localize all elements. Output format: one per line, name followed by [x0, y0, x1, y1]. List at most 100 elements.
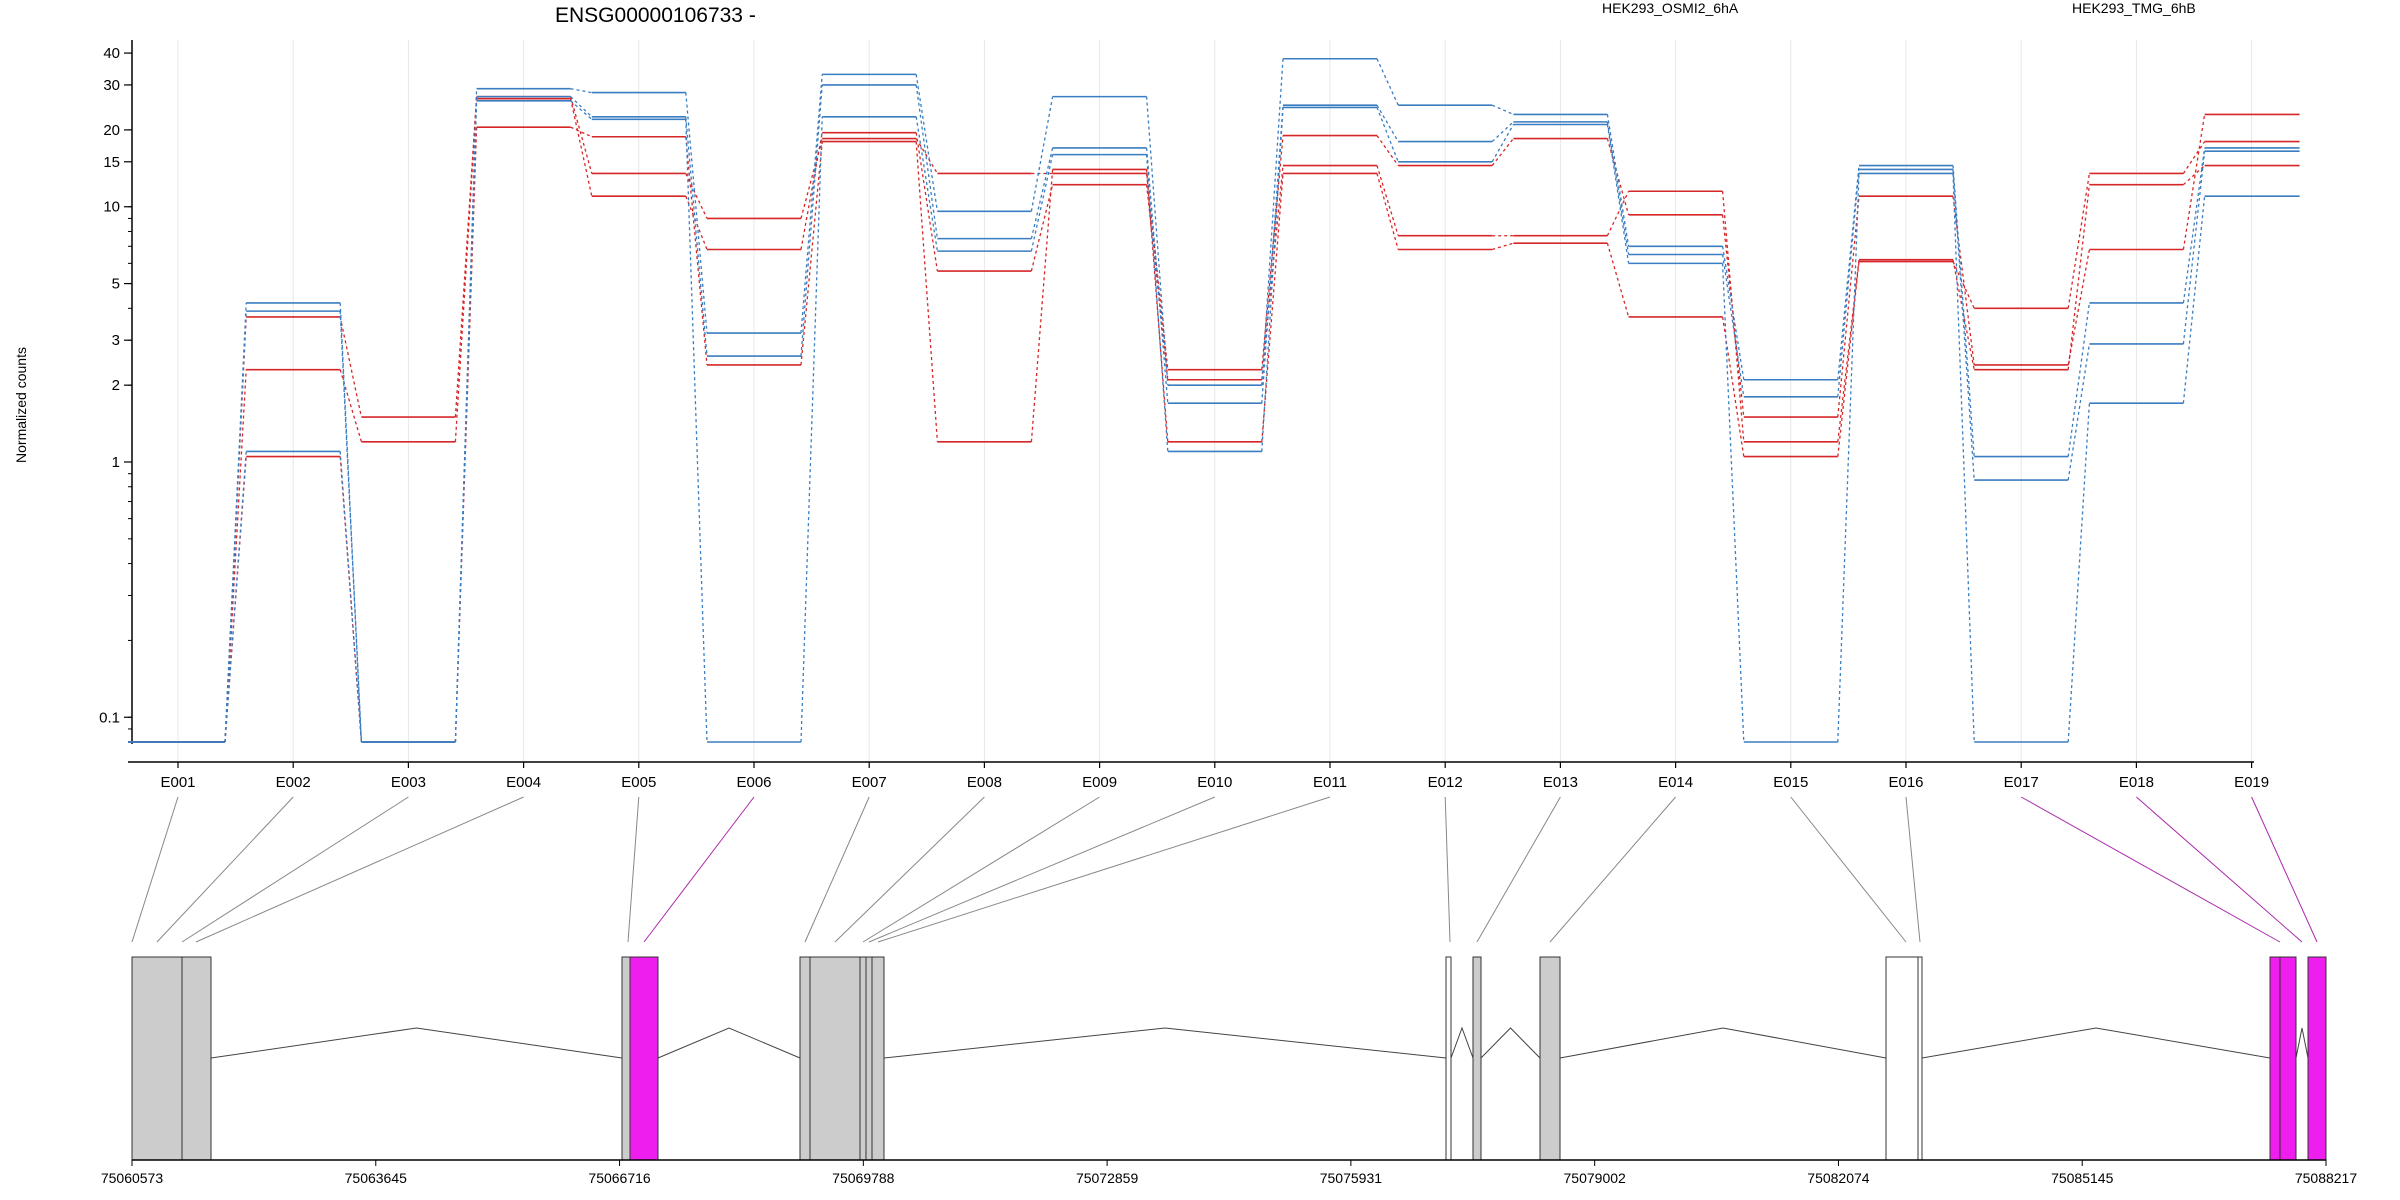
exon-connector	[224, 311, 247, 743]
exon-connector	[800, 84, 823, 357]
exon-connector	[1376, 173, 1399, 250]
exon-block	[621, 956, 631, 1161]
series-2-sample-3	[128, 100, 2300, 743]
x-tick-label-e002: E002	[276, 774, 311, 791]
exon-connector	[2067, 302, 2091, 457]
exon-connector	[1261, 165, 1284, 380]
exon-connector	[685, 92, 708, 334]
exon-connector	[2067, 249, 2091, 366]
exon-connector	[915, 138, 938, 174]
chart-title: ENSG00000106733 -	[555, 4, 756, 27]
x-tick-label-e018: E018	[2119, 774, 2154, 791]
exon-connector	[1952, 165, 1975, 457]
exon-block	[1472, 956, 1482, 1161]
intron-line	[2295, 1027, 2309, 1059]
x-tick-label-e005: E005	[621, 774, 656, 791]
x-tick-label-e010: E010	[1197, 774, 1232, 791]
intron-line	[1921, 1027, 2271, 1059]
y-tick-label: 10	[103, 199, 120, 216]
x-tick-label-e013: E013	[1543, 774, 1578, 791]
exon-connector	[1376, 165, 1399, 236]
y-tick-label: 3	[112, 332, 120, 349]
exon-connector	[2182, 147, 2206, 303]
exon-connector	[1376, 107, 1399, 163]
genomic-tick-label: 75060573	[101, 1170, 164, 1186]
exon-connector	[1952, 261, 1975, 309]
genomic-tick-label: 75069788	[832, 1170, 895, 1186]
exon-connector	[339, 302, 363, 743]
exon-block	[131, 956, 183, 1161]
x-tick-label-e006: E006	[736, 774, 771, 791]
x-tick-label-e017: E017	[2004, 774, 2039, 791]
series-1-sample-2	[128, 97, 2300, 743]
exon-connector	[1030, 154, 1054, 252]
x-tick-label-e003: E003	[391, 774, 426, 791]
exon-connector	[1721, 214, 1745, 418]
y-tick-label: 15	[103, 154, 120, 171]
exon-connector	[1606, 114, 1630, 247]
series-2-sample-1	[128, 57, 2300, 743]
gene-model	[131, 956, 2327, 1161]
exon-connector	[570, 96, 593, 118]
exon-connector	[800, 116, 823, 743]
y-tick-label: 2	[112, 377, 120, 394]
y-tick-label: 1	[112, 454, 120, 471]
intron-line	[1559, 1027, 1887, 1059]
intron-line	[1480, 1027, 1541, 1059]
exon-connector	[1952, 173, 1975, 743]
genomic-coordinate-axis: 75060573 75063645 75066716 75069788 75072859…	[101, 1159, 2357, 1186]
connector-e004	[195, 796, 524, 943]
y-tick-label: 5	[112, 276, 120, 293]
connector-e008	[834, 796, 985, 943]
y-tick-label: 30	[103, 77, 120, 94]
exon-connector	[454, 96, 478, 418]
exon-connector	[1606, 190, 1630, 236]
exon-connector	[2182, 196, 2206, 404]
exon-connector	[1145, 154, 1169, 452]
exon-connector	[1606, 242, 1630, 318]
connector-e003	[181, 796, 409, 943]
exon-connector	[1030, 96, 1054, 212]
exon-block	[871, 956, 885, 1161]
connector-e014	[1549, 796, 1676, 943]
exon-connector	[800, 132, 823, 250]
exon-connector	[2067, 184, 2091, 370]
exon-connector	[339, 316, 363, 418]
exon-block	[1539, 956, 1561, 1161]
exon-block	[1445, 956, 1452, 1161]
exon-connector	[1376, 58, 1399, 106]
genomic-tick-label: 75079002	[1564, 1170, 1627, 1186]
connector-e017	[2020, 796, 2281, 943]
x-tick-label-e015: E015	[1773, 774, 1808, 791]
exon-connector	[570, 88, 592, 94]
exon-connector	[915, 132, 939, 272]
exon-connector	[2067, 403, 2091, 743]
exon-connector	[915, 74, 939, 212]
exon-connector	[569, 96, 593, 174]
exon-connector	[1837, 173, 1860, 743]
exon-connector	[1030, 184, 1054, 272]
exon-connector	[1606, 121, 1630, 255]
exon-connector	[800, 141, 823, 366]
exon-connector	[570, 126, 593, 138]
exon-axis: E001 E002 E003 E004 E005 E006 E007 E008 E009 E010…	[128, 761, 2269, 791]
x-tick-label-e014: E014	[1658, 774, 1693, 791]
y-tick-label: 0.1	[99, 709, 120, 726]
y-axis: 0.1 1 2 3 5 10 15 20 30 40	[99, 40, 133, 744]
exon-connector	[2182, 151, 2206, 345]
exon-connector	[570, 100, 593, 120]
exon-connector	[1721, 246, 1745, 380]
intron-line	[657, 1027, 801, 1059]
exon-connector	[2182, 165, 2206, 186]
connector-e002	[156, 796, 294, 943]
exon-connector	[2067, 173, 2091, 309]
exon-block	[2279, 956, 2297, 1161]
exon-block	[629, 956, 659, 1161]
exon-connector	[1491, 138, 1514, 166]
exon-connector	[224, 451, 247, 743]
intron-line	[210, 1027, 623, 1059]
exon-connector	[339, 369, 363, 442]
exon-block	[799, 956, 811, 1161]
x-tick-label-e012: E012	[1428, 774, 1463, 791]
connector-e015	[1790, 796, 1907, 943]
